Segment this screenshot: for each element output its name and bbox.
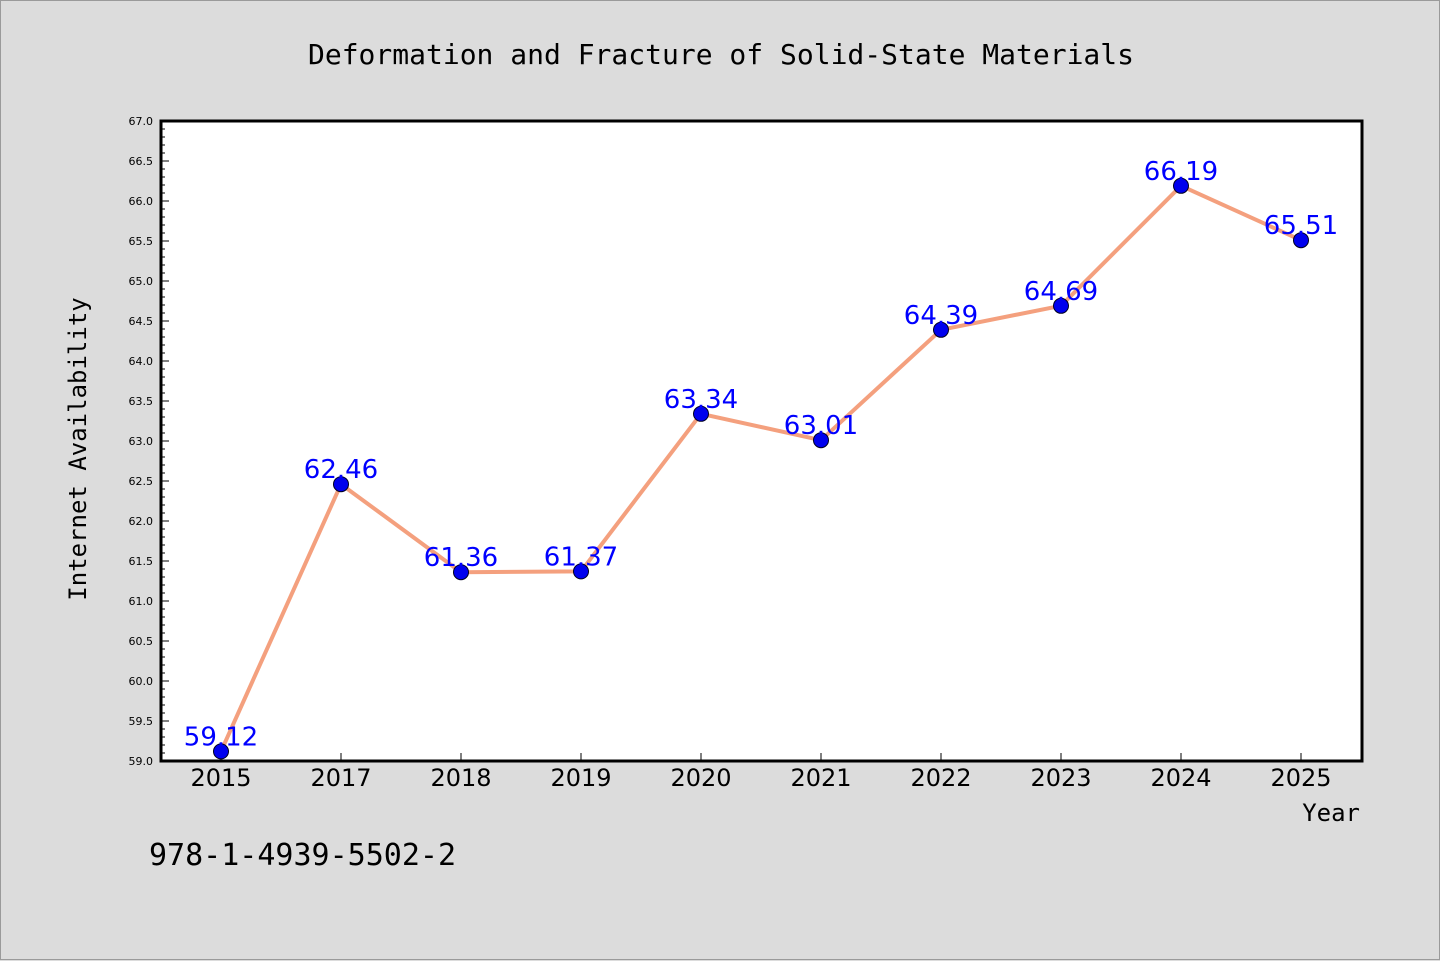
x-tick-label: 2024 bbox=[1150, 764, 1211, 792]
isbn-text: 978-1-4939-5502-2 bbox=[149, 838, 456, 873]
data-label: 63.34 bbox=[664, 385, 738, 415]
y-tick-label: 60.0 bbox=[129, 675, 154, 688]
data-point bbox=[453, 564, 469, 581]
chart-title: Deformation and Fracture of Solid-State … bbox=[308, 38, 1134, 71]
y-tick-label: 62.0 bbox=[129, 515, 154, 528]
y-axis: 59.0 59.5 60.0 60.5 61.0 61.5 62.0 62.5 63.0 63.5… bbox=[129, 115, 169, 768]
x-axis-label: Year bbox=[1302, 799, 1360, 827]
y-tick-label: 61.0 bbox=[129, 595, 154, 608]
y-tick-label: 66.0 bbox=[129, 195, 154, 208]
y-tick-label: 59.5 bbox=[129, 715, 154, 728]
data-point bbox=[333, 476, 349, 493]
y-tick-label: 63.5 bbox=[129, 395, 154, 408]
x-tick-label: 2018 bbox=[430, 764, 491, 792]
y-tick-label: 62.5 bbox=[129, 475, 154, 488]
y-tick-label: 66.5 bbox=[129, 155, 154, 168]
x-axis: 2015 2017 2018 2019 2020 2021 2022 2023 2024 2025 bbox=[190, 753, 1332, 792]
x-tick-label: 2020 bbox=[670, 764, 731, 792]
y-tick-label: 65.5 bbox=[129, 235, 154, 248]
data-point bbox=[1053, 297, 1069, 314]
data-point bbox=[213, 743, 229, 760]
x-tick-label: 2017 bbox=[310, 764, 371, 792]
y-tick-label: 59.0 bbox=[129, 755, 154, 768]
y-axis-label: Internet Availability bbox=[64, 297, 92, 600]
y-tick-label: 61.5 bbox=[129, 555, 154, 568]
data-point bbox=[933, 321, 949, 338]
markers-group bbox=[213, 177, 1309, 760]
data-labels-group: 59.12 62.46 61.36 61.37 63.34 63.01 64.39 64.69… bbox=[184, 157, 1338, 753]
data-point bbox=[573, 563, 589, 580]
data-point bbox=[1173, 177, 1189, 194]
data-label: 64.39 bbox=[904, 301, 978, 331]
data-label: 63.01 bbox=[784, 411, 858, 441]
data-label: 61.36 bbox=[424, 543, 498, 573]
data-label: 59.12 bbox=[184, 722, 258, 752]
x-tick-label: 2019 bbox=[550, 764, 611, 792]
data-point bbox=[813, 432, 829, 449]
series-line-group bbox=[219, 183, 1302, 753]
series-line bbox=[219, 183, 1302, 753]
data-point bbox=[693, 405, 709, 422]
x-tick-label: 2015 bbox=[190, 764, 251, 792]
x-tick-label: 2022 bbox=[910, 764, 971, 792]
y-tick-label: 64.5 bbox=[129, 315, 154, 328]
x-tick-label: 2025 bbox=[1270, 764, 1331, 792]
data-point bbox=[1293, 232, 1309, 249]
x-tick-label: 2021 bbox=[790, 764, 851, 792]
data-label: 65.51 bbox=[1264, 211, 1338, 241]
y-tick-label: 63.0 bbox=[129, 435, 154, 448]
y-tick-label: 60.5 bbox=[129, 635, 154, 648]
y-tick-label: 67.0 bbox=[129, 115, 154, 128]
data-label: 62.46 bbox=[304, 455, 378, 485]
data-label: 66.19 bbox=[1144, 157, 1218, 187]
data-label: 64.69 bbox=[1024, 277, 1098, 307]
data-label: 61.37 bbox=[544, 542, 618, 572]
y-tick-label: 64.0 bbox=[129, 355, 154, 368]
x-tick-label: 2023 bbox=[1030, 764, 1091, 792]
y-tick-label: 65.0 bbox=[129, 275, 154, 288]
plot-area bbox=[159, 119, 1364, 763]
